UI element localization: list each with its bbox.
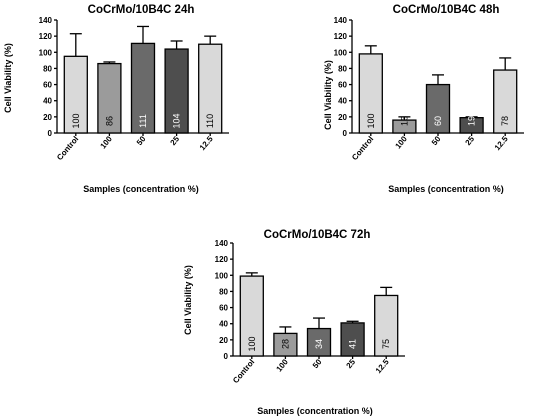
data-label: 34: [314, 339, 324, 349]
data-label: 111: [138, 114, 148, 128]
data-label: 110: [205, 114, 215, 128]
data-label: 104: [172, 113, 182, 128]
chart-panel-48h: CoCrMo/10B4C 48h Cell Viability (%) Samp…: [323, 4, 524, 194]
chart-panel-24h: CoCrMo/10B4C 24h Cell Viability (%) Samp…: [3, 4, 229, 194]
y-tick-label: 100: [334, 48, 348, 57]
x-tick-label: 50: [135, 134, 148, 147]
x-tick-label: 25: [169, 134, 182, 147]
data-label: 19: [467, 116, 477, 126]
x-tick-label: 12.5: [493, 134, 510, 152]
y-tick-label: 140: [39, 16, 53, 25]
y-tick-label: 0: [224, 352, 229, 361]
x-tick-label: 100: [98, 134, 114, 150]
x-tick-label: 25: [464, 134, 477, 147]
y-tick-label: 40: [43, 97, 52, 106]
x-tick-label: Control: [55, 135, 80, 163]
x-tick-label: 100: [274, 357, 290, 373]
y-tick-label: 20: [43, 113, 52, 122]
y-tick-label: 120: [334, 32, 348, 41]
y-tick-label: 100: [39, 48, 53, 57]
x-tick-label: Control: [231, 358, 256, 386]
data-label: 41: [348, 339, 358, 349]
data-label: 100: [71, 113, 81, 128]
y-axis-label: Cell Viability (%): [323, 60, 333, 130]
y-tick-label: 120: [39, 32, 53, 41]
x-tick-label: Control: [350, 135, 375, 163]
y-tick-label: 20: [338, 113, 347, 122]
x-axis-label: Samples (concentration %): [257, 406, 373, 416]
y-tick-label: 20: [219, 336, 228, 345]
y-tick-label: 80: [43, 64, 52, 73]
x-tick-label: 100: [393, 134, 409, 150]
y-axis-label: Cell Viability (%): [3, 43, 13, 113]
chart-title: CoCrMo/10B4C 72h: [264, 229, 371, 241]
y-tick-label: 80: [338, 64, 347, 73]
y-tick-label: 60: [219, 304, 228, 313]
x-tick-label: 12.5: [374, 357, 391, 375]
data-label: 60: [433, 116, 443, 126]
y-tick-label: 140: [334, 16, 348, 25]
chart-title: CoCrMo/10B4C 48h: [393, 4, 500, 16]
x-tick-label: 50: [430, 134, 443, 147]
data-label: 16: [399, 116, 409, 126]
y-tick-label: 40: [338, 97, 347, 106]
chart-panel-72h: CoCrMo/10B4C 72h Cell Viability (%) Samp…: [183, 229, 405, 416]
y-tick-label: 0: [48, 129, 53, 138]
x-tick-label: 12.5: [198, 134, 215, 152]
y-tick-label: 60: [43, 81, 52, 90]
y-tick-label: 120: [215, 255, 229, 264]
y-axis-label: Cell Viability (%): [183, 265, 193, 335]
data-label: 75: [381, 339, 391, 349]
y-tick-label: 80: [219, 287, 228, 296]
data-label: 100: [247, 336, 257, 351]
data-label: 86: [104, 116, 114, 126]
chart-title: CoCrMo/10B4C 24h: [88, 4, 195, 16]
data-label: 28: [280, 339, 290, 349]
x-tick-label: 50: [311, 357, 324, 370]
y-tick-label: 60: [338, 81, 347, 90]
x-axis-label: Samples (concentration %): [83, 184, 199, 194]
y-tick-label: 40: [219, 320, 228, 329]
x-tick-label: 25: [345, 357, 358, 370]
y-tick-label: 0: [343, 129, 348, 138]
data-label: 100: [366, 113, 376, 128]
x-axis-label: Samples (concentration %): [388, 184, 504, 194]
y-tick-label: 100: [215, 271, 229, 280]
y-tick-label: 140: [215, 239, 229, 248]
data-label: 78: [500, 116, 510, 126]
